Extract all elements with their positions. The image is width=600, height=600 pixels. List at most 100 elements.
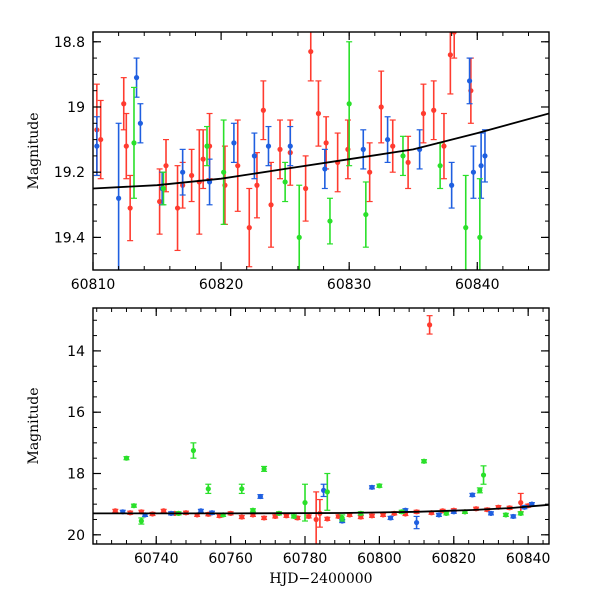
data-point: [482, 153, 488, 159]
data-point: [123, 143, 129, 149]
data-point: [420, 110, 427, 117]
y-tick-label: 18.8: [54, 35, 85, 51]
x-tick-label: 60830: [327, 277, 372, 293]
model-curve: [93, 503, 549, 515]
data-point: [200, 156, 206, 162]
data-point: [302, 500, 308, 506]
data-point: [387, 515, 394, 521]
data-point: [163, 163, 169, 169]
data-point: [470, 169, 477, 175]
data-point: [510, 513, 516, 520]
data-point: [251, 153, 257, 159]
data-point: [282, 179, 288, 185]
y-tick-label: 18: [67, 467, 85, 483]
data-point: [369, 513, 375, 519]
data-point: [480, 472, 487, 478]
data-point: [385, 136, 391, 143]
data-point: [466, 78, 473, 84]
x-tick-label: 60760: [208, 551, 253, 567]
model-curve: [93, 112, 549, 190]
data-point: [190, 447, 197, 454]
x-tick-label: 60820: [199, 277, 244, 293]
data-point: [346, 101, 352, 107]
data-point: [363, 211, 369, 218]
x-tick-label: 60800: [357, 551, 402, 567]
x-tick-label: 60820: [432, 551, 477, 567]
data-point: [360, 146, 366, 152]
x-tick-label: 60780: [283, 551, 328, 567]
data-point: [283, 513, 290, 519]
data-point: [324, 516, 330, 522]
data-point: [246, 225, 252, 231]
data-point: [478, 163, 484, 169]
data-point: [380, 512, 386, 518]
data-point: [436, 512, 442, 518]
x-tick-label: 60840: [506, 551, 551, 567]
data-point: [518, 510, 524, 516]
data-point: [131, 503, 137, 509]
data-point: [121, 101, 127, 107]
data-point: [268, 202, 274, 208]
data-point: [137, 120, 143, 126]
data-point: [390, 143, 396, 149]
data-point: [322, 166, 328, 172]
data-point: [250, 507, 256, 513]
data-point: [116, 195, 122, 201]
data-point: [254, 182, 260, 188]
data-point: [260, 107, 266, 113]
y-axis-title: Magnitude: [26, 112, 42, 189]
data-point: [378, 104, 384, 110]
data-point: [431, 107, 437, 113]
data-point: [443, 510, 449, 516]
series-2: [123, 442, 524, 525]
data-point: [327, 218, 333, 224]
data-point: [239, 486, 245, 492]
data-point: [324, 489, 330, 495]
plot-frame: [92, 307, 550, 545]
data-point: [306, 513, 312, 520]
data-point: [205, 486, 211, 492]
x-tick-label: 60810: [71, 277, 116, 293]
y-tick-label: 16: [67, 405, 85, 421]
data-point: [315, 110, 322, 117]
data-point: [287, 143, 293, 149]
data-point: [369, 484, 375, 490]
y-tick-label: 19.4: [54, 230, 85, 246]
data-point: [296, 234, 302, 240]
data-point: [239, 514, 245, 520]
data-point: [94, 143, 100, 149]
data-point: [427, 322, 433, 328]
data-point: [257, 493, 263, 500]
bottom-panel: 60740 60760 60780 60800 60820 60840 14 16 18 20 Ma…: [26, 307, 551, 587]
x-tick-label: 60840: [455, 277, 500, 293]
data-point: [231, 140, 237, 146]
data-point: [133, 75, 140, 81]
data-point: [488, 510, 494, 516]
data-point: [358, 514, 364, 520]
y-tick-label: 20: [67, 528, 85, 544]
data-point: [261, 466, 267, 472]
data-point: [339, 515, 345, 521]
data-point: [303, 185, 309, 192]
data-point: [261, 515, 267, 521]
data-point: [367, 169, 373, 175]
data-point: [449, 182, 455, 188]
data-point: [469, 492, 475, 498]
series-2: [130, 41, 483, 270]
data-point: [98, 136, 104, 143]
x-tick-label: 60740: [134, 551, 179, 567]
y-axis-title: Magnitude: [26, 387, 42, 464]
data-point: [123, 455, 130, 461]
data-point: [463, 225, 469, 231]
data-point: [477, 234, 483, 240]
x-axis-title: HJD−2400000: [269, 571, 372, 587]
data-point: [277, 146, 283, 152]
data-point: [235, 163, 241, 169]
data-point: [131, 140, 137, 146]
series-0: [93, 32, 474, 268]
data-point: [503, 512, 509, 518]
y-tick-label: 19: [67, 100, 85, 116]
data-point: [189, 172, 195, 179]
data-point: [198, 508, 204, 514]
data-point: [265, 143, 272, 149]
